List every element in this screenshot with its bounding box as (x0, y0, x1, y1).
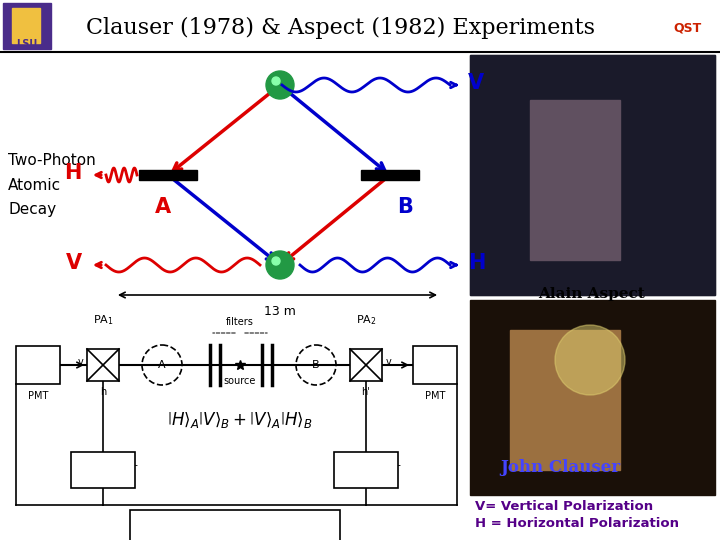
Bar (71, 452, 135, 488)
Bar (139, 170, 197, 180)
Bar (87, 349, 119, 381)
Text: B: B (312, 360, 320, 370)
Text: $\left|H\right\rangle_A\left|V\right\rangle_B + \left|V\right\rangle_A\left|H\ri: $\left|H\right\rangle_A\left|V\right\ran… (167, 410, 312, 430)
Text: ⊖: ⊖ (350, 462, 362, 476)
Text: filters: filters (226, 317, 254, 327)
Bar (3, 3, 51, 49)
Text: H: H (65, 163, 82, 183)
Text: 13 m: 13 m (264, 305, 296, 318)
Bar (334, 452, 398, 488)
Text: A: A (158, 360, 166, 370)
Text: V: V (468, 73, 484, 93)
Text: source: source (224, 376, 256, 386)
Text: ⊖: ⊖ (87, 462, 99, 476)
Text: PA$_1$: PA$_1$ (93, 313, 113, 327)
Text: PMT: PMT (425, 391, 445, 401)
Circle shape (266, 71, 294, 99)
Text: PMT: PMT (28, 391, 48, 401)
Text: B: B (397, 197, 413, 217)
Bar (660, 3, 716, 49)
Bar (413, 346, 457, 384)
Text: H = Horizontal Polarization: H = Horizontal Polarization (475, 517, 679, 530)
Text: ⊕: ⊕ (428, 354, 441, 369)
Text: h: h (100, 387, 106, 397)
Text: ⊕  coincidence  ⊕: ⊕ coincidence ⊕ (145, 535, 238, 540)
Bar (470, 55, 715, 295)
Bar (350, 349, 382, 381)
Text: V= Vertical Polarization: V= Vertical Polarization (475, 500, 653, 513)
Text: Two-Photon
Atomic
Decay: Two-Photon Atomic Decay (8, 153, 96, 217)
Text: Clauser (1978) & Aspect (1982) Experiments: Clauser (1978) & Aspect (1982) Experimen… (86, 17, 595, 39)
Bar (16, 346, 60, 384)
Bar (470, 55, 715, 295)
Bar (470, 300, 715, 495)
Text: LSU: LSU (17, 39, 37, 49)
Bar (510, 330, 620, 470)
Bar (530, 100, 620, 260)
Text: A: A (155, 197, 171, 217)
Bar (361, 170, 419, 180)
Bar (130, 510, 340, 540)
Text: ⊕: ⊕ (32, 354, 45, 369)
Text: PA$_2$: PA$_2$ (356, 313, 377, 327)
Bar (12, 8, 40, 43)
Circle shape (272, 77, 280, 85)
Text: Alain Aspect: Alain Aspect (539, 287, 645, 301)
Text: ⊖  four fold  ⊖: ⊖ four fold ⊖ (145, 518, 220, 528)
Text: H: H (468, 253, 485, 273)
Circle shape (266, 251, 294, 279)
Circle shape (555, 325, 625, 395)
Text: v: v (386, 357, 392, 367)
Text: v: v (77, 357, 83, 367)
Text: PMT: PMT (380, 465, 400, 475)
Text: PMT: PMT (117, 465, 138, 475)
Circle shape (272, 257, 280, 265)
Text: QST: QST (674, 22, 702, 35)
Text: John Clauser: John Clauser (500, 459, 620, 476)
Text: h': h' (361, 387, 370, 397)
Bar (0, 305, 470, 445)
Text: V: V (66, 253, 82, 273)
